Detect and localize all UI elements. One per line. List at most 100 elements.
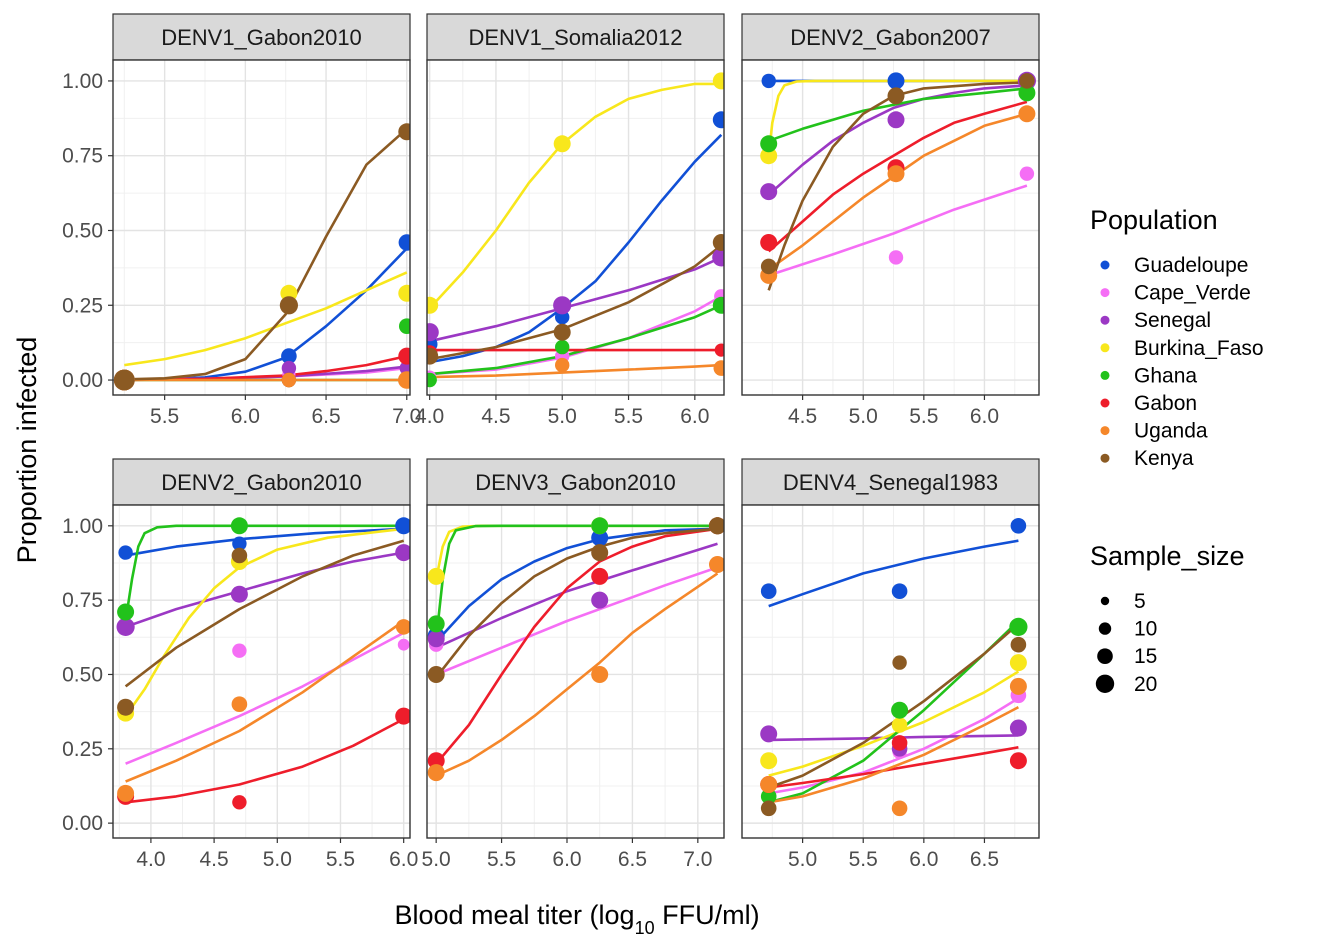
data-point-uganda [1018,105,1036,123]
data-point-gabon [395,707,410,725]
legend-size-label: 20 [1134,673,1157,696]
data-point-burkina_faso [427,296,439,314]
x-tick-label: 7.0 [392,405,421,428]
data-point-gabon [1009,752,1027,770]
facet-strip-label: DENV4_Senegal1983 [783,470,998,495]
y-tick-label: 0.00 [62,369,103,392]
facet-strip-label: DENV1_Somalia2012 [468,25,682,50]
panel-background [742,505,1039,838]
data-point-uganda [427,764,445,782]
data-point-gabon [591,567,609,585]
data-point-senegal [427,323,439,342]
data-point-ghana [1018,84,1036,102]
data-point-uganda [887,165,905,183]
x-tick-label: 4.5 [788,405,817,428]
fit-curve-cape_verde [768,697,1020,795]
x-tick-label: 4.5 [200,848,229,871]
x-tick-label: 5.5 [487,848,516,871]
panels-layer: DENV1_Gabon2010 5.5 6.0 6.5 7.0 0.00 0.25 0.50 0… [62,13,1040,871]
fit-curve-burkina_faso [767,79,1027,156]
y-tick-label: 0.75 [62,145,103,168]
x-tick-label: 6.0 [552,848,581,871]
data-point-uganda [891,800,908,817]
legend-key-cape_verde [1100,288,1110,298]
data-point-ghana [427,615,445,633]
legend-size-label: 15 [1134,645,1157,668]
fit-curve-gabon [768,746,1019,789]
legend-key-guadeloupe [1100,260,1110,270]
fit-curve-ghana [429,304,722,376]
legend-size-key [1100,596,1110,606]
data-point-ghana [230,517,248,535]
facet-strip [426,458,725,506]
fit-curve-guadeloupe [768,539,1019,608]
data-point-cape_verde [397,638,410,651]
facet-strip [112,13,411,61]
fit-curve-cape_verde [125,631,405,765]
facet-panel: DENV4_Senegal1983 5.0 5.5 6.0 6.5 [741,458,1040,871]
data-point-burkina_faso [427,567,445,585]
data-point-ghana [712,296,724,314]
fit-curve-gabon [435,527,718,765]
x-tick-label: 6.0 [909,848,938,871]
panel-grid [427,505,724,838]
x-axis-title-main: Blood meal titer (log [394,900,634,930]
data-point-senegal [230,585,248,603]
legend-size-label: 10 [1134,618,1157,641]
data-point-uganda [1009,677,1027,695]
data-point-kenya [1010,636,1027,653]
fit-curve-uganda [768,706,1020,804]
data-point-kenya [231,547,248,564]
data-point-kenya [117,698,135,716]
data-point-kenya [591,544,609,562]
fit-curve-senegal [768,734,1019,742]
legend-label-senegal: Senegal [1134,309,1211,332]
data-point-ghana [555,339,570,355]
fit-curve-senegal [435,542,718,649]
fit-curve-senegal [125,551,404,629]
data-point-ghana [1009,617,1028,637]
data-point-kenya [709,517,724,535]
data-point-kenya [553,323,571,341]
data-point-kenya [892,655,907,670]
data-point-senegal [760,183,778,201]
y-tick-label: 1.00 [62,70,103,93]
data-point-ghana [427,372,437,388]
facet-strip-label: DENV3_Gabon2010 [475,470,676,495]
x-tick-label: 6.5 [618,848,647,871]
data-point-uganda [395,619,410,635]
x-tick-label: 5.5 [326,848,355,871]
data-point-uganda [117,784,135,802]
data-point-guadeloupe [232,536,247,551]
facet-strip-label: DENV1_Gabon2010 [161,25,362,50]
facet-panel: DENV1_Gabon2010 5.5 6.0 6.5 7.0 0.00 0.25 0.50 0… [62,13,421,428]
legend-key-senegal [1100,315,1110,325]
data-point-kenya [712,234,724,251]
panel-border [426,59,725,396]
legend-sample-size-title: Sample_size [1090,541,1245,571]
legend-label-uganda: Uganda [1134,420,1208,443]
facet-panel: DENV2_Gabon2010 4.0 4.5 5.0 5.5 6.0 0.00 0.25 0.… [62,458,418,871]
x-tick-label: 5.5 [909,405,938,428]
facet-panel: DENV1_Somalia2012 4.0 4.5 5.0 5.5 6.0 [415,13,725,428]
legend-label-cape_verde: Cape_Verde [1134,282,1251,305]
data-point-ghana [399,318,410,334]
data-point-gabon [760,234,778,251]
fit-curve-uganda [125,619,405,783]
fit-curve-senegal [429,256,722,343]
data-point-gabon [427,752,445,770]
x-axis-title-subscript: 10 [635,918,655,934]
data-point-ghana [891,701,909,719]
panel-data [113,123,410,391]
data-point-senegal [591,591,609,609]
panel-border [741,59,1040,396]
x-tick-label: 5.0 [849,405,878,428]
facet-strip [426,13,725,61]
data-point-gabon [714,343,724,357]
x-tick-label: 4.0 [136,848,165,871]
legend-population-title: Population [1090,205,1218,235]
x-tick-label: 5.5 [849,848,878,871]
data-point-ghana [117,603,135,621]
panel-background [113,60,410,395]
